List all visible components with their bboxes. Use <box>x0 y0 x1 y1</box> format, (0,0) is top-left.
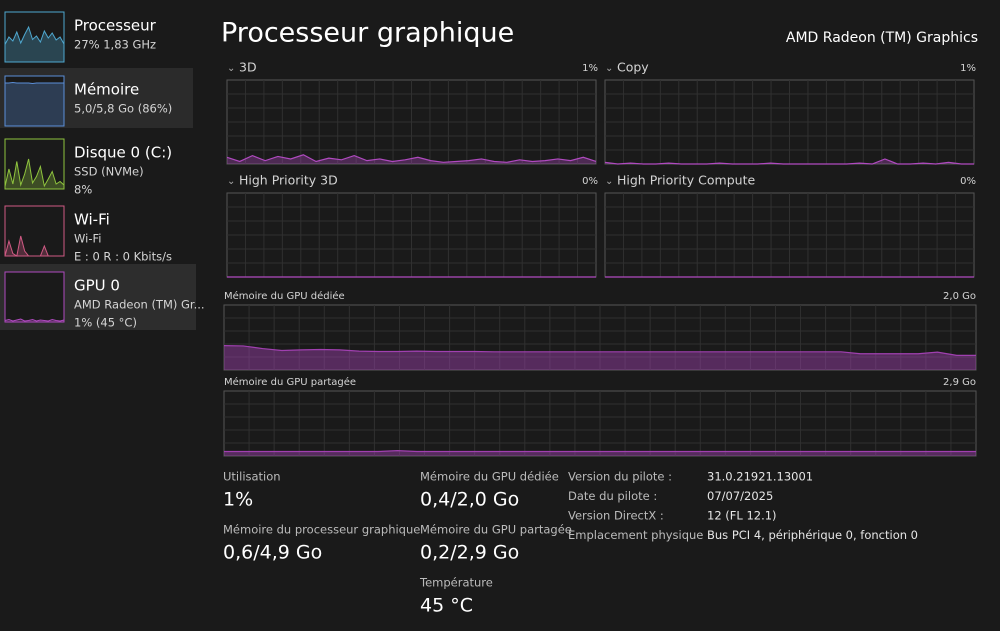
sidebar-name[interactable]: Processeur <box>74 17 157 35</box>
detail-label: Version DirectX : <box>568 509 664 523</box>
graph-line <box>223 345 976 356</box>
graph-line <box>226 154 597 163</box>
stat-label: Utilisation <box>223 470 281 484</box>
engine-toggle[interactable]: ⌄ <box>605 63 613 74</box>
thumb-frame <box>4 205 65 257</box>
thumb-line <box>4 158 65 188</box>
graph-area <box>227 154 596 164</box>
stat-label: Mémoire du processeur graphique <box>223 523 420 537</box>
detail-value: 12 (FL 12.1) <box>707 509 777 523</box>
page-title: Processeur graphique <box>221 18 514 49</box>
stat-value: 0,2/2,9 Go <box>420 542 519 564</box>
detail-label: Date du pilote : <box>568 489 657 503</box>
sidebar-name[interactable]: Disque 0 (C:) <box>74 144 172 162</box>
graph-line <box>604 158 974 165</box>
device-name: AMD Radeon (TM) Graphics <box>786 30 978 46</box>
detail-value: Bus PCI 4, périphérique 0, fonction 0 <box>707 528 918 542</box>
thumb-line <box>4 318 65 322</box>
engine-value: 0% <box>960 176 976 187</box>
thumb-area <box>5 27 64 62</box>
engine-label[interactable]: Copy <box>617 60 649 75</box>
sidebar-detail: E : 0 R : 0 Kbits/s <box>74 250 172 264</box>
memory-max: 2,0 Go <box>943 291 976 302</box>
stat-value: 0,4/2,0 Go <box>420 489 519 511</box>
thumb-line <box>4 235 64 257</box>
engine-toggle[interactable]: ⌄ <box>227 63 235 74</box>
stat-label: Mémoire du GPU dédiée <box>420 470 559 484</box>
sidebar-detail: AMD Radeon (TM) Gr... <box>74 298 205 312</box>
thumb-frame <box>4 75 65 127</box>
sidebar-name[interactable]: Wi-Fi <box>74 211 110 229</box>
sidebar-detail: 8% <box>74 183 92 197</box>
sidebar-detail: Wi-Fi <box>74 232 101 246</box>
sidebar-detail: SSD (NVMe) <box>74 165 144 179</box>
sidebar-detail: 27% 1,83 GHz <box>74 38 156 52</box>
detail-label: Emplacement physique : <box>568 528 711 542</box>
engine-value: 1% <box>960 63 976 74</box>
engine-label[interactable]: 3D <box>239 60 257 75</box>
stat-value: 45 °C <box>420 595 473 617</box>
memory-label: Mémoire du GPU dédiée <box>224 290 345 302</box>
engine-value: 0% <box>582 176 598 187</box>
stat-value: 0,6/4,9 Go <box>223 542 322 564</box>
engine-value: 1% <box>582 63 598 74</box>
memory-max: 2,9 Go <box>943 377 976 388</box>
sidebar-detail: 5,0/5,8 Go (86%) <box>74 102 172 116</box>
sidebar-name[interactable]: Mémoire <box>74 81 139 99</box>
memory-label: Mémoire du GPU partagée <box>224 376 356 388</box>
detail-value: 07/07/2025 <box>707 489 773 503</box>
detail-value: 31.0.21921.13001 <box>707 470 813 484</box>
thumb-area <box>5 82 64 126</box>
thumb-frame <box>4 271 65 323</box>
thumb-line <box>4 25 65 45</box>
engine-label[interactable]: High Priority Compute <box>617 173 755 188</box>
stat-label: Mémoire du GPU partagée <box>420 523 572 537</box>
graph-area <box>605 158 974 164</box>
stat-value: 1% <box>223 489 253 511</box>
sidebar-detail: 1% (45 °C) <box>74 316 137 330</box>
graph-line <box>224 450 976 453</box>
engine-toggle[interactable]: ⌄ <box>227 176 235 187</box>
detail-label: Version du pilote : <box>568 470 672 484</box>
engine-toggle[interactable]: ⌄ <box>605 176 613 187</box>
stat-label: Température <box>419 576 493 590</box>
engine-label[interactable]: High Priority 3D <box>239 173 338 188</box>
thumb-line <box>5 81 64 85</box>
sidebar-name[interactable]: GPU 0 <box>74 277 120 295</box>
